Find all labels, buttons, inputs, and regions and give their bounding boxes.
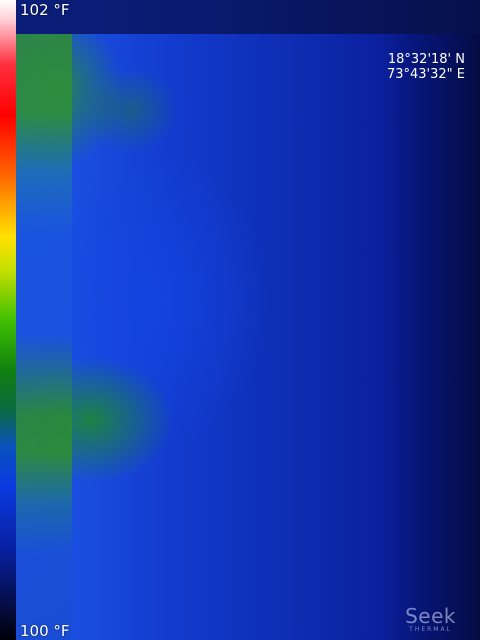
brand-name: Seek <box>405 604 456 628</box>
temperature-color-scale <box>0 0 16 640</box>
longitude-label: 73°43'32" E <box>386 67 465 82</box>
top-dark-strip <box>0 0 480 34</box>
warm-vertical-band <box>16 34 72 640</box>
latitude-label: 18°32'18' N <box>387 52 465 67</box>
gps-coordinates: 18°32'18' N 73°43'32" E <box>387 52 465 82</box>
max-temperature-label: 102 °F <box>20 1 70 19</box>
seek-thermal-watermark: Seek THERMAL <box>405 606 456 634</box>
min-temperature-label: 100 °F <box>20 622 70 640</box>
cool-right-region <box>380 34 480 640</box>
brand-subtitle: THERMAL <box>409 626 452 633</box>
